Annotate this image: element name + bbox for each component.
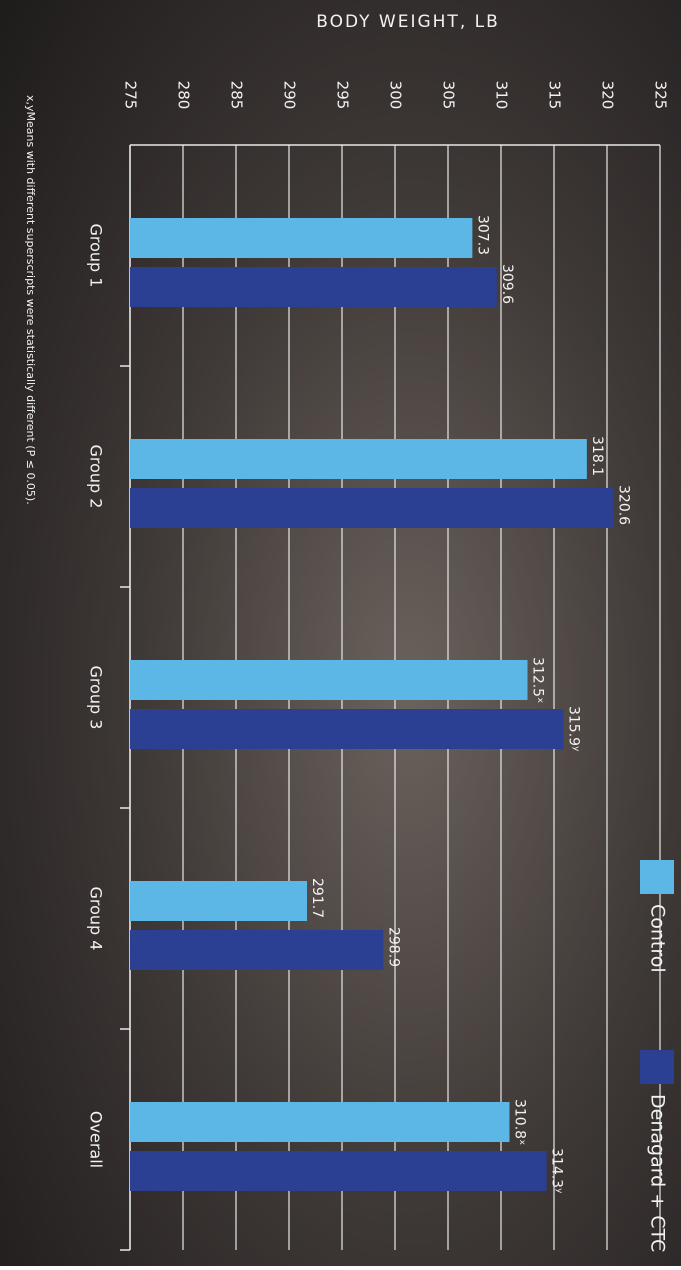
legend-label: Control <box>647 904 669 973</box>
x-tick-label: 315 <box>546 81 564 110</box>
x-tick-label: 295 <box>334 81 352 110</box>
x-tick-label: 305 <box>440 81 458 110</box>
x-tick-label: 310 <box>493 81 511 110</box>
footnote: x,yMeans with different superscripts wer… <box>24 95 37 505</box>
bar <box>130 267 497 307</box>
x-tick-label: 285 <box>228 81 246 110</box>
x-tick-label: 325 <box>652 81 670 110</box>
legend-swatch <box>640 860 674 894</box>
bar <box>130 1151 547 1191</box>
x-tick-label: 300 <box>387 81 405 110</box>
category-label: Group 4 <box>87 887 106 951</box>
value-label: 318.1 <box>589 436 605 476</box>
bar <box>130 930 384 970</box>
bar <box>130 1102 510 1142</box>
x-tick-label: 290 <box>281 81 299 110</box>
legend-swatch <box>640 1050 674 1084</box>
category-label: Group 3 <box>87 666 106 730</box>
chart-title: BODY WEIGHT, LB <box>316 12 500 32</box>
x-tick-label: 320 <box>599 81 617 110</box>
x-tick-label: 280 <box>175 81 193 110</box>
bar <box>130 218 473 258</box>
value-label: 314.3ʸ <box>549 1148 565 1193</box>
bar <box>130 439 587 479</box>
value-label: 309.6 <box>499 264 515 304</box>
x-tick-label: 275 <box>122 81 140 110</box>
category-label: Overall <box>87 1111 106 1168</box>
legend-label: Denagard + CTC <box>647 1094 669 1252</box>
value-label: 307.3 <box>474 215 490 255</box>
value-label: 310.8ˣ <box>511 1099 527 1145</box>
value-label: 320.6 <box>615 485 631 525</box>
value-label: 312.5ˣ <box>530 657 546 703</box>
value-label: 298.9 <box>385 927 401 967</box>
bar <box>130 660 528 700</box>
category-label: Group 2 <box>87 445 106 509</box>
value-label: 291.7 <box>309 878 325 918</box>
bar <box>130 488 614 528</box>
bar <box>130 709 564 749</box>
category-label: Group 1 <box>87 224 106 288</box>
value-label: 315.9ʸ <box>566 706 582 751</box>
bar <box>130 881 308 921</box>
